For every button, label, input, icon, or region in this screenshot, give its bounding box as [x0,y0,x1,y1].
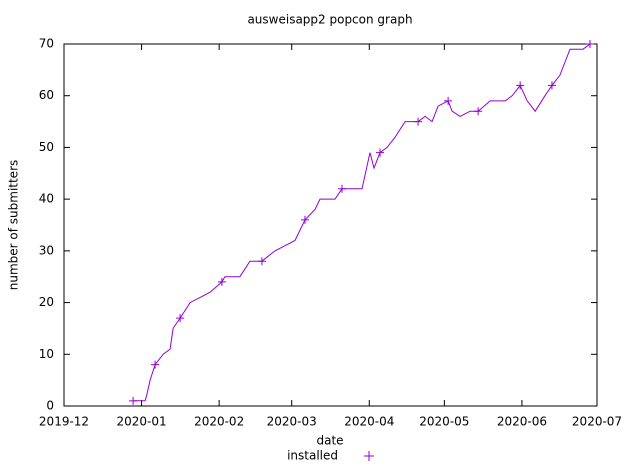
point-marker [376,148,385,157]
y-tick-label: 20 [39,295,54,309]
x-tick-label: 2020-06 [497,415,547,429]
point-marker [338,184,347,193]
series-line [133,43,591,402]
point-marker [547,81,556,90]
point-marker [516,81,525,90]
y-tick-label: 40 [39,192,54,206]
x-tick-label: 2020-02 [194,415,244,429]
point-marker [300,215,309,224]
y-tick-label: 70 [39,37,54,51]
y-axis-label: number of submitters [7,160,21,291]
point-marker [217,277,226,286]
y-tick-label: 10 [39,347,54,361]
x-tick-label: 2020-05 [419,415,469,429]
x-tick-label: 2019-12 [39,415,89,429]
y-tick-label: 30 [39,243,54,257]
legend-label: installed [287,449,338,463]
point-marker [257,257,266,266]
y-tick-label: 50 [39,140,54,154]
y-tick-label: 60 [39,88,54,102]
y-tick-label: 0 [46,399,54,413]
x-tick-label: 2020-01 [117,415,167,429]
point-marker [585,40,594,48]
x-tick-label: 2020-03 [267,415,317,429]
x-tick-label: 2020-07 [572,415,622,429]
x-tick-label: 2020-04 [344,415,394,429]
point-marker [151,360,160,369]
point-marker [129,396,138,405]
x-axis-label: date [316,434,343,448]
point-marker [474,107,483,116]
legend-marker [364,451,374,461]
plot-border [63,43,598,407]
chart-title: ausweisapp2 popcon graph [247,13,412,27]
point-marker [176,314,185,323]
point-marker [414,117,423,126]
point-marker [444,96,453,105]
